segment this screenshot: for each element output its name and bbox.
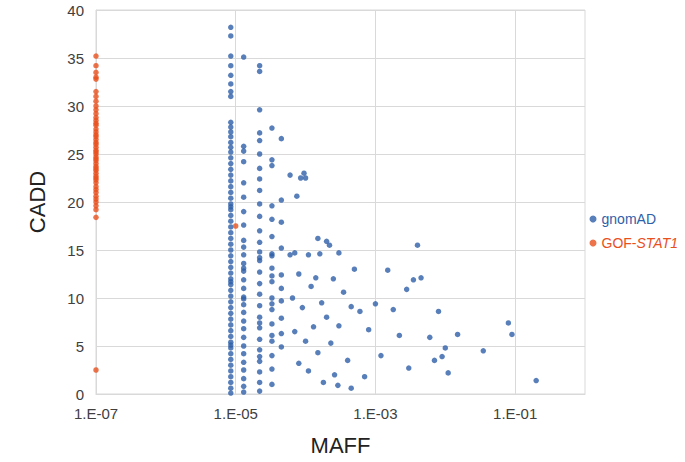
svg-text:1.E-05: 1.E-05 (214, 405, 258, 422)
svg-text:20: 20 (67, 194, 84, 211)
svg-text:STAT1: STAT1 (637, 235, 679, 251)
svg-text:MAFF: MAFF (311, 433, 371, 458)
svg-text:1.E-03: 1.E-03 (353, 405, 397, 422)
svg-text:gnomAD: gnomAD (602, 211, 656, 227)
svg-text:25: 25 (67, 146, 84, 163)
svg-text:30: 30 (67, 98, 84, 115)
svg-text:40: 40 (67, 2, 84, 19)
svg-text:10: 10 (67, 290, 84, 307)
svg-text:15: 15 (67, 242, 84, 259)
svg-text:GOF-: GOF- (602, 235, 637, 251)
svg-text:5: 5 (76, 338, 84, 355)
svg-text:35: 35 (67, 50, 84, 67)
svg-text:1.E-07: 1.E-07 (74, 405, 118, 422)
svg-text:1.E-01: 1.E-01 (493, 405, 537, 422)
svg-text:0: 0 (76, 386, 84, 403)
svg-text:CADD: CADD (25, 171, 50, 233)
